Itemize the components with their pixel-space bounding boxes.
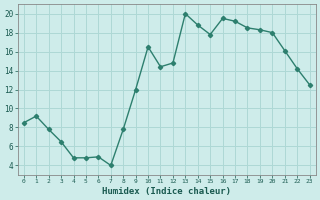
X-axis label: Humidex (Indice chaleur): Humidex (Indice chaleur) xyxy=(102,187,231,196)
